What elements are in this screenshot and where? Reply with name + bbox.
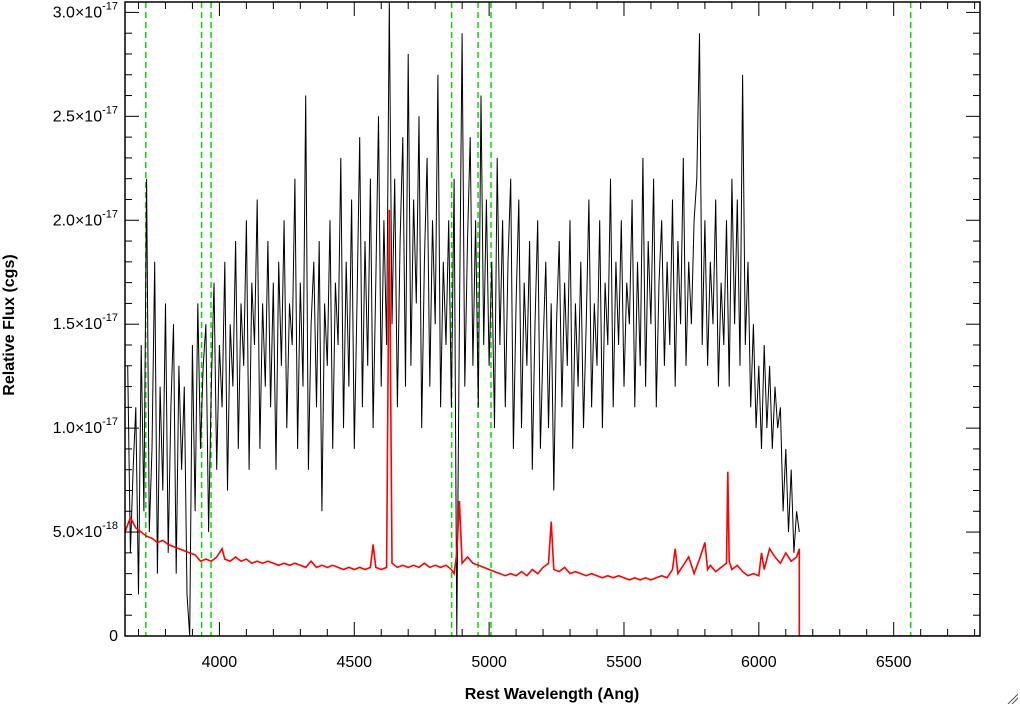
y-axis-title: Relative Flux (cgs)	[1, 254, 18, 395]
x-tick-label: 6500	[876, 654, 912, 671]
series-layer	[125, 2, 980, 636]
plot-area	[125, 2, 980, 636]
y-tick-label: 5.0×10-18	[53, 520, 118, 541]
x-tick-label: 4500	[336, 654, 372, 671]
series-line-1	[125, 209, 980, 636]
x-tick-labels: 4000 4500 5000 5500 6000 6500	[202, 654, 912, 671]
y-tick-label: 1.5×10-17	[53, 312, 118, 333]
plot-frame	[124, 1, 981, 637]
y-tick-label: 2.0×10-17	[53, 208, 118, 229]
y-tick-labels: 0 5.0×10-18 1.0×10-17 1.5×10-17 2.0×10-17 2.5…	[53, 0, 118, 645]
y-tick-label: 3.0×10-17	[53, 0, 118, 21]
x-tick-label: 5000	[471, 654, 507, 671]
x-axis-title: Rest Wavelength (Ang)	[465, 686, 640, 703]
y-tick-label: 0	[109, 628, 118, 645]
plot-background	[125, 2, 980, 636]
axis-ticks	[125, 2, 980, 637]
series-line-0	[127, 2, 800, 636]
y-tick-label: 2.5×10-17	[53, 104, 118, 125]
x-tick-label: 4000	[202, 654, 238, 671]
x-tick-label: 5500	[606, 654, 642, 671]
resize-grip-icon[interactable]	[1006, 692, 1018, 704]
reference-lines	[145, 2, 912, 636]
y-tick-label: 1.0×10-17	[53, 416, 118, 437]
x-tick-label: 6000	[741, 654, 777, 671]
